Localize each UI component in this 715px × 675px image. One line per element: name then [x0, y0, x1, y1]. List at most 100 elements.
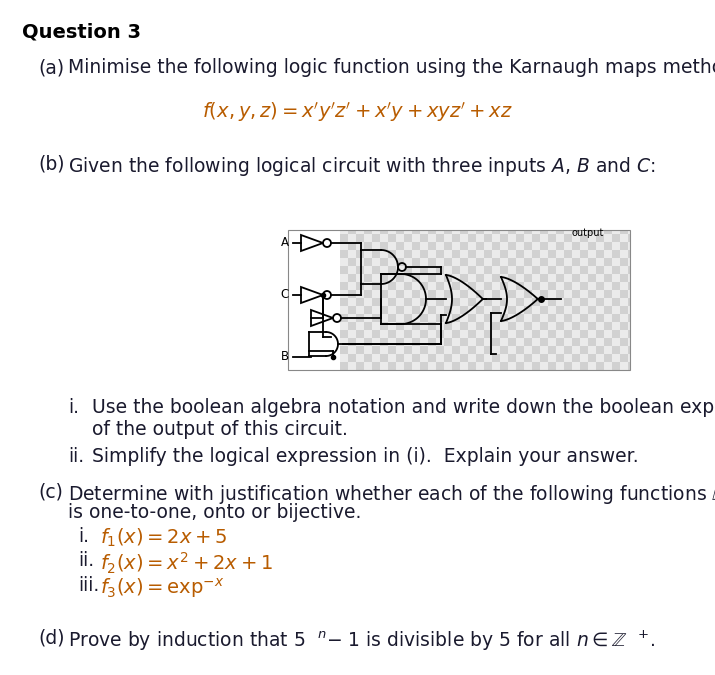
Bar	[404, 298, 412, 306]
Bar	[444, 274, 452, 282]
Bar	[396, 322, 404, 330]
Bar	[540, 274, 548, 282]
Text: B: B	[281, 350, 289, 364]
Bar	[524, 230, 532, 234]
Bar	[588, 242, 596, 250]
Bar	[356, 282, 364, 290]
Bar	[436, 346, 444, 354]
Bar	[420, 250, 428, 258]
Text: (a): (a)	[38, 58, 64, 77]
Bar	[372, 266, 380, 274]
Bar	[540, 242, 548, 250]
Bar	[596, 234, 604, 242]
Bar	[404, 330, 412, 338]
Bar	[492, 242, 500, 250]
Bar	[500, 234, 508, 242]
Bar	[628, 346, 630, 354]
Bar	[604, 258, 612, 266]
Bar	[364, 338, 372, 346]
Bar	[508, 322, 516, 330]
Bar	[572, 306, 580, 314]
Bar	[492, 322, 500, 330]
Bar	[508, 230, 516, 234]
Text: Question 3: Question 3	[22, 22, 141, 41]
Bar	[540, 322, 548, 330]
Bar	[452, 298, 460, 306]
Bar	[340, 346, 348, 354]
Bar	[508, 338, 516, 346]
Bar	[532, 314, 540, 322]
Bar	[348, 242, 356, 250]
Bar	[476, 290, 484, 298]
Bar	[380, 274, 388, 282]
Bar	[444, 338, 452, 346]
Text: iii.: iii.	[78, 576, 99, 595]
Bar	[428, 242, 436, 250]
Text: Simplify the logical expression in (i).  Explain your answer.: Simplify the logical expression in (i). …	[92, 447, 638, 466]
Bar	[460, 338, 468, 346]
Bar	[508, 306, 516, 314]
Bar	[476, 258, 484, 266]
Bar	[396, 338, 404, 346]
Bar	[340, 314, 348, 322]
Bar	[468, 266, 476, 274]
Bar	[396, 354, 404, 362]
Bar	[492, 274, 500, 282]
Bar	[612, 266, 620, 274]
Bar	[380, 230, 388, 234]
Bar	[548, 266, 556, 274]
Bar	[588, 274, 596, 282]
Bar	[620, 242, 628, 250]
Bar	[452, 234, 460, 242]
Bar	[588, 338, 596, 346]
Bar	[612, 282, 620, 290]
Bar	[460, 290, 468, 298]
Bar	[628, 362, 630, 370]
Bar	[548, 314, 556, 322]
Bar	[572, 322, 580, 330]
Bar	[404, 282, 412, 290]
Bar	[444, 306, 452, 314]
Bar	[548, 330, 556, 338]
Bar	[612, 298, 620, 306]
Bar	[460, 322, 468, 330]
Bar	[564, 362, 572, 370]
Bar	[348, 306, 356, 314]
Bar	[444, 258, 452, 266]
Bar	[468, 314, 476, 322]
Bar	[452, 250, 460, 258]
Text: i.: i.	[68, 398, 79, 417]
Text: ii.: ii.	[68, 447, 84, 466]
Bar	[380, 242, 388, 250]
Bar	[436, 362, 444, 370]
Bar	[620, 290, 628, 298]
Bar	[620, 322, 628, 330]
Bar	[548, 346, 556, 354]
Bar	[428, 322, 436, 330]
Bar	[620, 354, 628, 362]
Bar	[620, 274, 628, 282]
Bar	[436, 314, 444, 322]
Bar	[508, 242, 516, 250]
Bar	[564, 266, 572, 274]
Bar	[412, 338, 420, 346]
Bar	[564, 330, 572, 338]
Bar	[412, 274, 420, 282]
Bar	[516, 362, 524, 370]
Bar	[436, 234, 444, 242]
Bar	[380, 322, 388, 330]
Bar	[516, 346, 524, 354]
Bar	[500, 266, 508, 274]
Bar	[412, 322, 420, 330]
Text: Determine with justification whether each of the following functions $\mathbb{R}: Determine with justification whether eac…	[68, 483, 715, 506]
Bar	[596, 266, 604, 274]
Bar	[492, 258, 500, 266]
Bar	[428, 338, 436, 346]
Bar	[524, 242, 532, 250]
Bar	[564, 298, 572, 306]
Bar	[364, 290, 372, 298]
Bar	[388, 362, 396, 370]
Bar	[460, 306, 468, 314]
Bar	[420, 362, 428, 370]
Bar	[484, 298, 492, 306]
